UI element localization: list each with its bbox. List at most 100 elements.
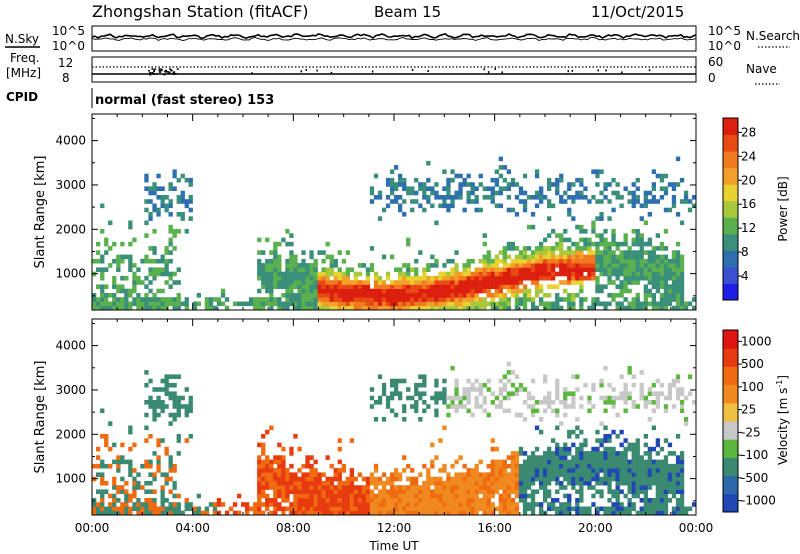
echo-cell xyxy=(245,506,250,512)
echo-cell xyxy=(571,254,576,260)
echo-cell xyxy=(120,305,125,311)
echo-cell xyxy=(510,177,516,183)
echo-cell xyxy=(148,258,153,264)
echo-cell xyxy=(506,391,511,396)
echo-cell xyxy=(349,305,354,311)
echo-cell xyxy=(611,446,616,452)
echo-cell xyxy=(534,502,540,507)
echo-cell xyxy=(212,305,218,311)
echo-cell xyxy=(683,506,689,512)
echo-cell xyxy=(607,280,612,285)
echo-cell xyxy=(108,305,113,311)
echo-cell xyxy=(289,480,294,486)
echo-cell xyxy=(530,451,536,456)
echo-cell xyxy=(289,510,294,516)
echo-cell xyxy=(599,169,604,174)
echo-cell xyxy=(623,382,628,388)
echo-cell xyxy=(619,468,624,473)
echo-cell xyxy=(583,267,588,272)
echo-cell xyxy=(136,510,141,516)
echo-cell xyxy=(551,203,556,209)
echo-cell xyxy=(506,301,511,307)
echo-cell xyxy=(381,387,387,392)
echo-cell xyxy=(506,463,511,469)
echo-cell xyxy=(619,258,624,264)
echo-cell xyxy=(104,510,109,516)
echo-cell xyxy=(446,404,451,409)
echo-cell xyxy=(273,498,278,503)
echo-cell xyxy=(176,493,181,499)
echo-cell xyxy=(615,275,620,281)
echo-cell xyxy=(567,446,572,452)
echo-cell xyxy=(289,250,294,255)
echo-cell xyxy=(357,284,363,289)
echo-cell xyxy=(494,506,499,512)
echo-cell xyxy=(651,263,656,268)
echo-cell xyxy=(100,254,105,260)
echo-cell xyxy=(361,510,367,516)
echo-cell xyxy=(490,258,495,264)
echo-cell xyxy=(526,391,532,396)
echo-cell xyxy=(349,280,354,285)
echo-cell xyxy=(675,241,681,247)
echo-cell xyxy=(369,186,375,191)
echo-cell xyxy=(168,284,173,289)
echo-cell xyxy=(156,173,161,179)
echo-cell xyxy=(394,382,399,388)
echo-cell xyxy=(547,395,552,401)
echo-cell xyxy=(394,195,399,200)
echo-cell xyxy=(261,305,266,311)
echo-cell xyxy=(410,199,415,204)
echo-cell xyxy=(426,404,431,409)
echo-cell xyxy=(454,506,459,512)
echo-cell xyxy=(402,493,407,499)
echo-cell xyxy=(619,284,624,289)
echo-cell xyxy=(257,442,262,448)
echo-cell xyxy=(679,489,685,494)
echo-cell xyxy=(176,199,181,204)
echo-cell xyxy=(502,489,507,494)
echo-cell xyxy=(514,254,520,260)
echo-cell xyxy=(140,502,145,507)
echo-cell xyxy=(571,280,576,285)
echo-cell xyxy=(394,498,399,503)
echo-cell xyxy=(474,280,479,285)
echo-cell xyxy=(474,284,479,289)
echo-cell xyxy=(273,263,278,268)
echo-cell xyxy=(281,510,286,516)
echo-cell xyxy=(450,305,455,311)
echo-cell xyxy=(144,207,149,213)
echo-cell xyxy=(551,468,556,473)
echo-cell xyxy=(124,489,129,494)
echo-cell xyxy=(514,212,520,217)
echo-cell xyxy=(522,271,528,277)
echo-cell xyxy=(100,305,105,311)
echo-cell xyxy=(305,489,310,494)
echo-cell xyxy=(663,506,669,512)
echo-cell xyxy=(530,408,536,414)
echo-cell xyxy=(96,258,101,264)
echo-cell xyxy=(494,267,499,272)
echo-cell xyxy=(313,275,318,281)
echo-cell xyxy=(422,288,427,294)
echo-cell xyxy=(623,438,628,443)
echo-cell xyxy=(390,297,395,302)
echo-cell xyxy=(547,506,552,512)
echo-cell xyxy=(647,190,652,196)
echo-cell xyxy=(168,476,173,482)
echo-cell xyxy=(551,284,556,289)
echo-cell xyxy=(442,297,447,302)
echo-cell xyxy=(398,177,403,183)
echo-cell xyxy=(659,284,665,289)
echo-cell xyxy=(551,408,556,414)
echo-cell xyxy=(587,455,592,460)
echo-cell xyxy=(100,284,105,289)
echo-cell xyxy=(575,455,580,460)
echo-cell xyxy=(438,203,443,209)
echo-cell xyxy=(257,237,262,243)
echo-cell xyxy=(156,305,161,311)
echo-cell xyxy=(651,250,656,255)
echo-cell xyxy=(567,451,572,456)
echo-cell xyxy=(305,271,310,277)
echo-cell xyxy=(357,493,363,499)
